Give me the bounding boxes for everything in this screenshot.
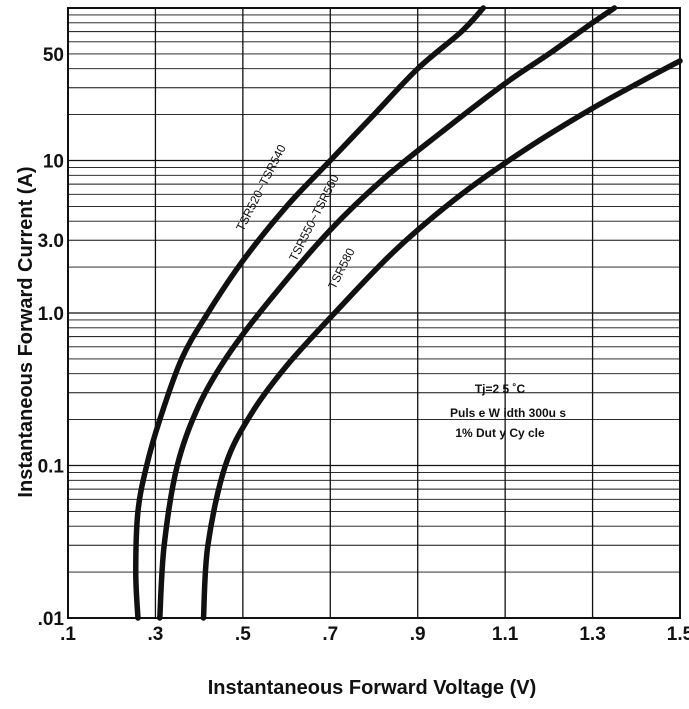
test-conditions-note: Tj=2 5 ˚C Puls e W idth 300u s 1% Dut y … bbox=[450, 382, 566, 440]
y-tick-label: 50 bbox=[43, 45, 64, 66]
note-pulse-width: Puls e W idth 300u s bbox=[450, 406, 566, 420]
y-axis-title: Instantaneous Forward Current (A) bbox=[15, 166, 37, 497]
series-line-2 bbox=[200, 58, 683, 621]
y-tick-label: 10 bbox=[43, 152, 64, 173]
x-tick-label: 1.3 bbox=[579, 624, 605, 645]
grid bbox=[67, 8, 681, 619]
x-axis-title: Instantaneous Forward Voltage (V) bbox=[208, 677, 537, 699]
series-line-0 bbox=[133, 5, 487, 621]
x-tick-label: 1.5 bbox=[667, 624, 689, 645]
y-tick-label: 0.1 bbox=[38, 457, 65, 478]
x-tick-label: 1.1 bbox=[492, 624, 519, 645]
x-tick-label: .3 bbox=[147, 624, 163, 645]
note-temperature: Tj=2 5 ˚C bbox=[475, 382, 526, 396]
plot-frame bbox=[67, 7, 681, 619]
x-tick-label: .1 bbox=[60, 624, 76, 645]
y-tick-label: .01 bbox=[38, 609, 65, 630]
y-tick-label: 1.0 bbox=[38, 304, 64, 325]
x-tick-label: .7 bbox=[322, 624, 338, 645]
y-tick-labels: .01 0.1 1.0 3.0 10 50 bbox=[38, 45, 65, 630]
series-label-tsr520-tsr540: TSR520~TSR540 bbox=[233, 142, 289, 233]
curves bbox=[133, 5, 683, 621]
x-tick-label: .5 bbox=[235, 624, 251, 645]
series-line-1 bbox=[157, 5, 618, 621]
note-duty-cycle: 1% Dut y Cy cle bbox=[455, 426, 545, 440]
x-tick-labels: .1 .3 .5 .7 .9 1.1 1.3 1.5 bbox=[60, 624, 689, 645]
y-tick-label: 3.0 bbox=[38, 231, 64, 252]
x-tick-label: .9 bbox=[410, 624, 426, 645]
